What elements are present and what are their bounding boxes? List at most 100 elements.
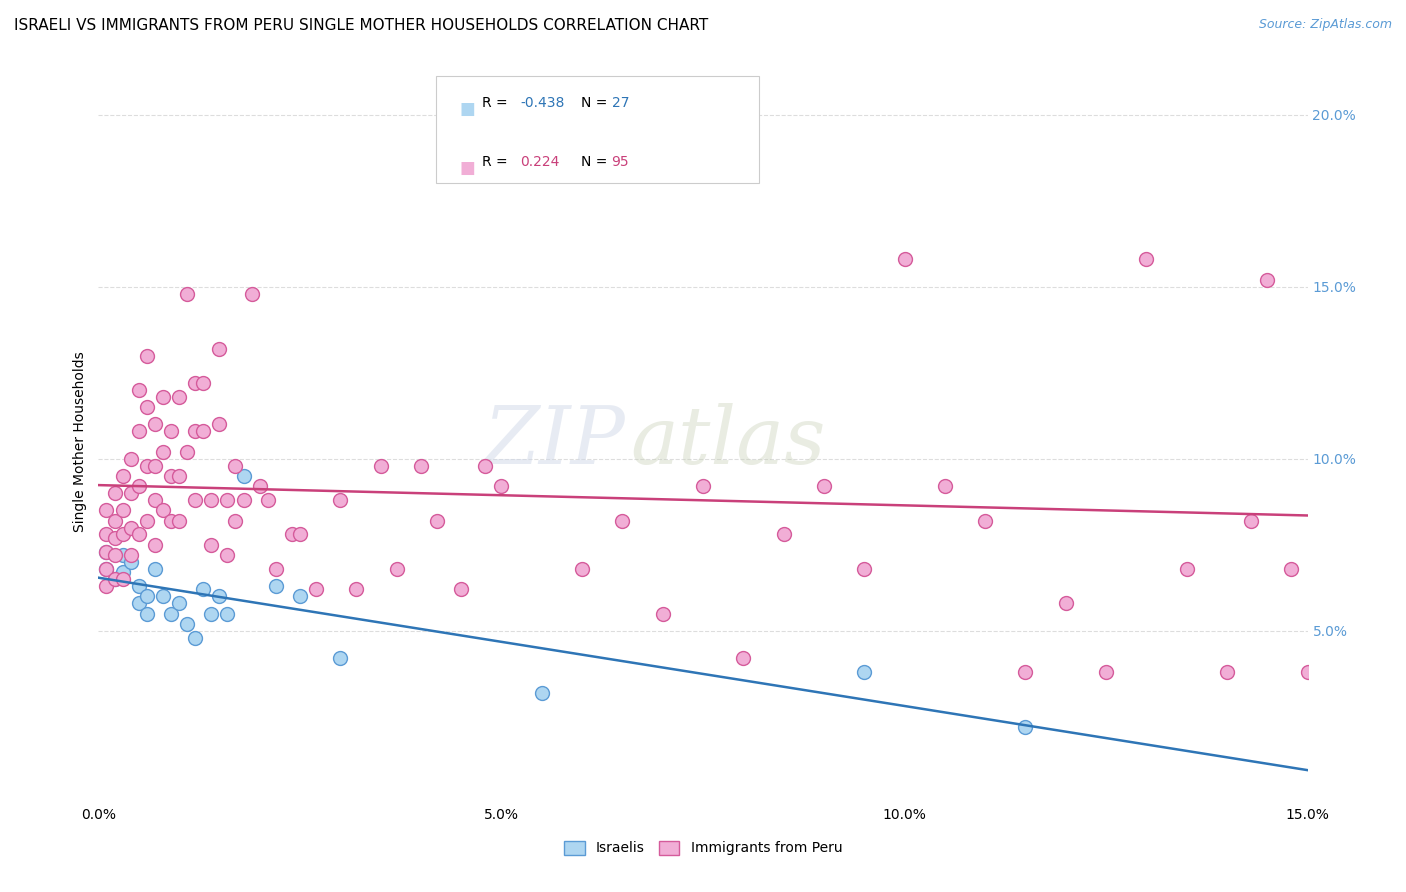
Point	[217, 607, 239, 621]
Point	[103, 531, 125, 545]
Point	[120, 520, 142, 534]
Text: 0.224: 0.224	[520, 155, 560, 169]
Point	[184, 493, 207, 508]
Point	[385, 562, 408, 576]
Point	[135, 607, 157, 621]
Point	[193, 376, 215, 390]
Point	[200, 607, 222, 621]
Point	[491, 479, 513, 493]
Point	[264, 562, 287, 576]
Point	[1054, 596, 1077, 610]
Point	[120, 451, 142, 466]
Point	[167, 596, 190, 610]
Point	[167, 514, 190, 528]
Point	[111, 503, 134, 517]
Point	[111, 527, 134, 541]
Point	[120, 555, 142, 569]
Point	[160, 469, 183, 483]
Point	[974, 514, 997, 528]
Text: -0.438: -0.438	[520, 96, 565, 111]
Point	[128, 596, 150, 610]
Point	[143, 538, 166, 552]
Point	[692, 479, 714, 493]
Point	[934, 479, 956, 493]
Point	[111, 469, 134, 483]
Point	[288, 590, 311, 604]
Point	[329, 493, 352, 508]
Point	[853, 562, 876, 576]
Point	[193, 582, 215, 597]
Point	[96, 562, 118, 576]
Point	[1014, 720, 1036, 734]
Point	[96, 562, 118, 576]
Point	[135, 458, 157, 473]
Point	[111, 548, 134, 562]
Point	[135, 514, 157, 528]
Text: ■: ■	[460, 159, 475, 177]
Point	[152, 503, 174, 517]
Point	[120, 486, 142, 500]
Text: 27: 27	[612, 96, 628, 111]
Point	[103, 572, 125, 586]
Point	[160, 514, 183, 528]
Point	[152, 390, 174, 404]
Point	[450, 582, 472, 597]
Point	[128, 527, 150, 541]
Point	[167, 390, 190, 404]
Point	[344, 582, 367, 597]
Point	[96, 544, 118, 558]
Point	[128, 383, 150, 397]
Point	[111, 572, 134, 586]
Point	[530, 686, 553, 700]
Point	[143, 417, 166, 432]
Point	[370, 458, 392, 473]
Point	[612, 514, 634, 528]
Point	[305, 582, 328, 597]
Text: R =: R =	[482, 155, 516, 169]
Point	[103, 486, 125, 500]
Point	[772, 527, 794, 541]
Point	[200, 493, 222, 508]
Point	[329, 651, 352, 665]
Point	[1240, 514, 1263, 528]
Point	[135, 349, 157, 363]
Point	[1256, 273, 1278, 287]
Point	[853, 665, 876, 679]
Point	[217, 548, 239, 562]
Point	[1095, 665, 1118, 679]
Point	[1175, 562, 1198, 576]
Point	[128, 479, 150, 493]
Point	[193, 424, 215, 438]
Point	[224, 458, 246, 473]
Point	[249, 479, 271, 493]
Point	[128, 424, 150, 438]
Point	[208, 590, 231, 604]
Point	[232, 493, 254, 508]
Point	[143, 562, 166, 576]
Point	[893, 252, 915, 267]
Text: ■: ■	[460, 100, 475, 118]
Point	[96, 527, 118, 541]
Point	[160, 607, 183, 621]
Point	[651, 607, 673, 621]
Text: atlas: atlas	[630, 403, 825, 480]
Point	[176, 616, 198, 631]
Point	[256, 493, 278, 508]
Point	[409, 458, 432, 473]
Point	[103, 514, 125, 528]
Point	[288, 527, 311, 541]
Point	[813, 479, 835, 493]
Point	[281, 527, 304, 541]
Point	[160, 424, 183, 438]
Point	[571, 562, 593, 576]
Point	[103, 548, 125, 562]
Point	[1296, 665, 1319, 679]
Text: R =: R =	[482, 96, 512, 111]
Point	[135, 400, 157, 414]
Point	[96, 579, 118, 593]
Point	[184, 631, 207, 645]
Point	[152, 590, 174, 604]
Point	[120, 548, 142, 562]
Point	[224, 514, 246, 528]
Point	[733, 651, 755, 665]
